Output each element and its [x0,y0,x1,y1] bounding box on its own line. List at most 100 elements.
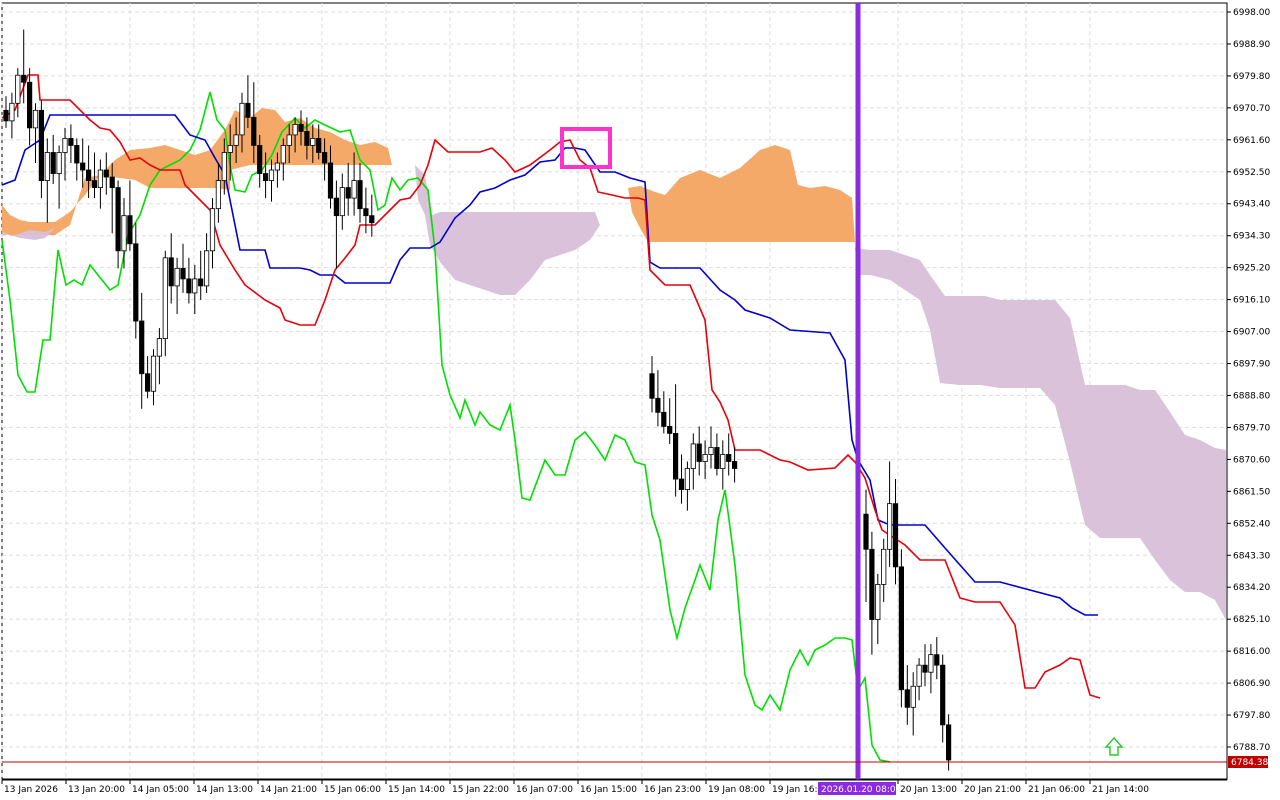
candle-body-down [304,130,310,146]
candle-body-down [262,173,269,181]
candle-body-down [869,548,875,620]
candle [150,349,157,406]
candle [875,573,881,645]
cloud-bearish-middle [415,165,600,295]
candle-body-down [298,123,304,132]
ichimoku-cloud [2,108,1226,620]
candle-body-down [898,566,905,691]
candle-body-up [209,208,216,252]
candle [251,82,257,164]
candle [714,433,720,476]
x-axis-ticks: 13 Jan 2026 13 Jan 20:00 14 Jan 05:00 14 Ja… [1,780,1149,795]
candle-body-down [180,267,186,280]
candle-body-up [690,443,696,469]
candle-body-up [268,169,275,181]
candle-body-up [887,503,893,550]
y-tick-label: 6888.80 [1233,391,1270,401]
candle-body-down [86,169,92,181]
current-price-tag: 6784.38 [1228,756,1268,768]
candle-body-down [139,320,145,375]
cloud-bullish-left [2,108,392,235]
candle [333,180,340,269]
y-tick-label: 6879.70 [1233,423,1270,433]
candle [946,714,952,771]
plot-area[interactable] [1,2,1228,780]
cloud-bearish-right [855,248,1226,620]
candle [44,138,50,223]
candle-body-down [21,74,27,83]
candle-body-down [863,513,869,550]
x-tick-label: 20 Jan 21:00 [964,785,1021,795]
price-candles [3,29,952,771]
y-tick-label: 6816.00 [1233,647,1270,657]
chikou-span-line [1,91,891,763]
candle [32,103,39,164]
candle [684,461,691,511]
candle-body-down [144,373,151,392]
candle-body-down [26,81,33,129]
candle [298,110,304,146]
candle [97,159,103,209]
candle [168,233,174,304]
cloud-bullish-right [628,145,855,242]
candle-body-up [156,338,162,357]
x-tick-label: 19 Jan 16:00 [772,785,829,795]
candle-body-down [678,478,685,490]
candle-body-down [133,243,139,322]
candle-body-down [251,116,257,146]
candle [156,328,162,385]
y-tick-label: 6843.30 [1233,551,1270,561]
candle-body-up [351,180,357,199]
candle [655,370,661,427]
highlight-box[interactable] [560,127,612,169]
y-tick-label: 6897.90 [1233,360,1270,370]
candle [910,672,916,736]
candle-body-down [68,138,74,146]
candle-body-up [97,169,103,188]
candle [892,479,899,585]
candle [696,426,702,476]
candle-body-down [257,145,263,174]
candle [881,538,887,602]
candle [144,356,151,399]
cursor-time-label: 2026.01.20 08:00 [821,785,902,795]
x-tick-label: 14 Jan 13:00 [196,785,253,795]
y-tick-label: 6834.20 [1233,583,1270,593]
candle [91,152,98,199]
cloud-bearish-left [2,228,55,240]
candle-body-up [910,685,916,708]
candle [339,173,345,230]
y-tick-label: 6806.90 [1233,679,1270,689]
candle [262,152,269,199]
x-tick-label: 13 Jan 2026 [4,785,58,795]
candle-body-up [875,584,881,620]
candle [109,163,115,234]
candle-body-up [192,278,198,294]
candle [233,117,239,164]
candle [186,257,192,304]
candle [292,117,298,153]
y-tick-label: 6788.70 [1233,743,1270,753]
candle-body-down [369,215,375,224]
candle-body-up [310,138,316,146]
candle [209,198,216,269]
y-tick-label: 6961.60 [1233,136,1270,146]
candle [286,124,292,164]
candle [732,447,738,483]
candle [887,461,893,567]
candle [180,243,186,293]
candle [103,152,109,195]
x-tick-label: 16 Jan 15:00 [580,785,637,795]
candle-body-up [916,664,922,687]
candle-body-down [168,257,174,287]
candle-body-down [673,433,679,480]
candle [127,180,133,251]
candle [720,440,726,490]
x-tick-label: 16 Jan 23:00 [644,785,701,795]
candle-body-down [109,176,115,188]
candle-body-down [74,145,80,164]
candle-body-down [333,197,340,217]
candle-body-up [162,257,168,339]
cursor-time-tag: 2026.01.20 08:00 [818,782,902,795]
